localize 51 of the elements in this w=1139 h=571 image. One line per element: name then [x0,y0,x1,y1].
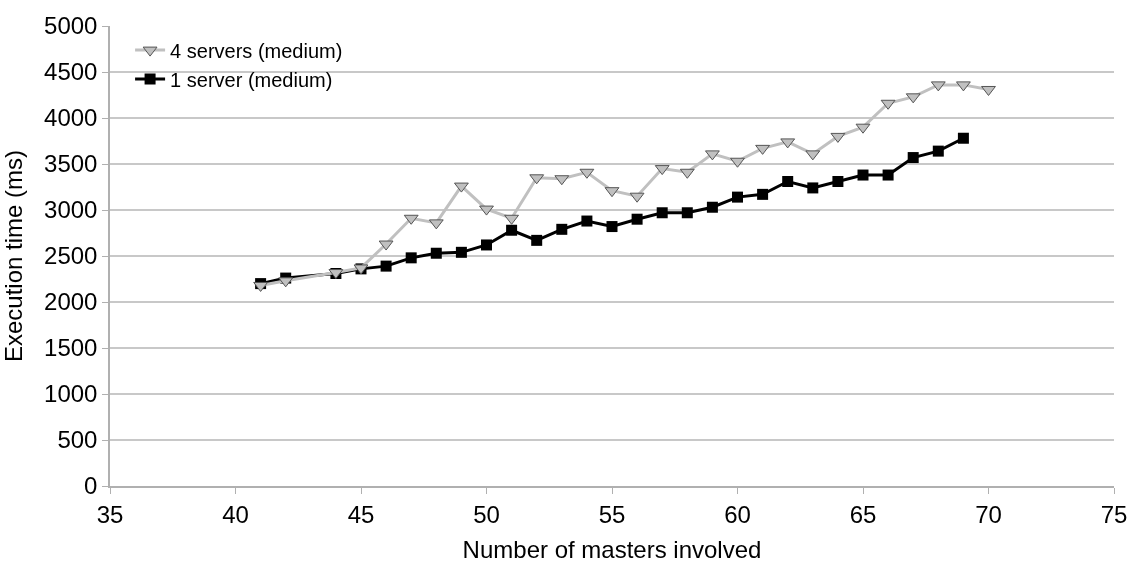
y-tick-label: 4500 [44,58,98,86]
point [732,191,743,203]
y-tick-label: 0 [84,472,98,500]
point [857,169,869,181]
point [506,224,518,236]
point [556,223,568,235]
point [681,207,693,219]
point [430,247,442,259]
point [782,175,794,187]
point [957,132,969,144]
point [455,246,467,258]
y-axis-title: Execution time (ms) [0,149,27,363]
y-tick-label: 2500 [44,242,98,270]
x-tick-label: 70 [975,500,1002,528]
y-tick-label: 3000 [44,196,98,224]
x-tick-label: 65 [849,500,877,528]
y-tick-label: 4000 [44,104,98,132]
x-tick-label: 50 [473,500,500,528]
point [581,215,593,227]
point [807,182,819,194]
legend-label: 1 server (medium) [170,68,333,91]
x-tick-label: 55 [598,500,626,528]
x-axis-title: Number of masters involved [462,536,762,564]
point [832,175,844,187]
point [405,252,417,264]
point [631,213,643,225]
point [932,145,944,157]
x-tick-label: 60 [724,500,751,528]
y-tick-label: 1000 [44,380,98,408]
y-tick-label: 3500 [44,150,98,178]
y-tick-label: 500 [57,426,98,454]
point [380,260,392,272]
point [479,205,494,216]
legend-label: 4 servers (medium) [170,39,343,62]
point [757,188,769,200]
y-tick-label: 2000 [44,288,98,316]
x-tick-label: 40 [222,500,249,528]
point [606,221,618,233]
point [481,239,492,251]
y-tick-label: 1500 [44,334,98,362]
point [907,152,919,164]
point [531,234,543,246]
x-tick-label: 75 [1100,500,1128,528]
x-tick-label: 35 [96,500,124,528]
point [882,169,894,181]
point [706,201,718,213]
point [656,207,668,219]
y-tick-label: 5000 [44,12,98,40]
point [981,85,996,96]
x-tick-label: 45 [347,500,375,528]
point [730,157,745,168]
